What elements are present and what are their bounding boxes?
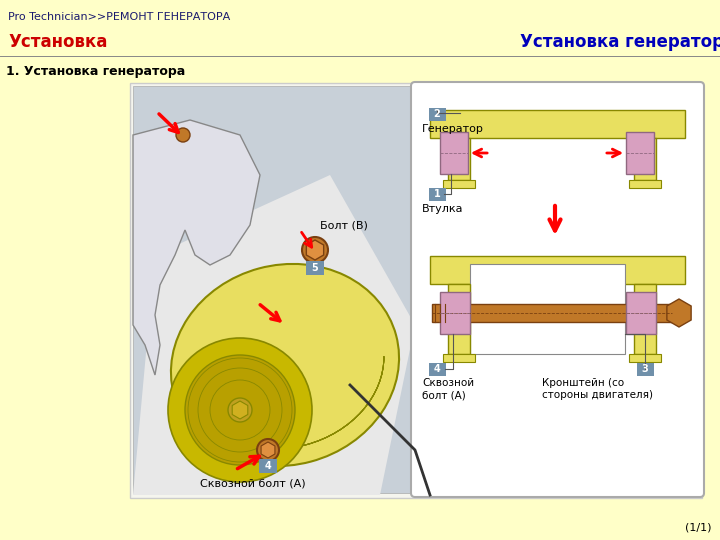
Ellipse shape bbox=[171, 264, 399, 466]
Bar bbox=[470, 264, 625, 354]
Circle shape bbox=[176, 128, 190, 142]
Text: 4: 4 bbox=[265, 461, 271, 471]
Bar bbox=[130, 83, 702, 498]
Text: Установка генератора: Установка генератора bbox=[520, 33, 720, 51]
Circle shape bbox=[257, 439, 279, 461]
Bar bbox=[430, 256, 685, 284]
Bar bbox=[634, 284, 656, 354]
FancyBboxPatch shape bbox=[411, 82, 704, 497]
Text: Втулка: Втулка bbox=[422, 204, 464, 214]
FancyBboxPatch shape bbox=[637, 363, 654, 376]
Bar bbox=[133, 86, 415, 493]
FancyBboxPatch shape bbox=[429, 363, 446, 376]
Bar bbox=[448, 284, 470, 354]
Text: Кронштейн (со
стороны двигателя): Кронштейн (со стороны двигателя) bbox=[542, 378, 653, 400]
Text: (1/1): (1/1) bbox=[685, 523, 712, 533]
Text: 5: 5 bbox=[312, 263, 318, 273]
Bar bbox=[629, 354, 661, 362]
FancyBboxPatch shape bbox=[429, 188, 446, 201]
FancyBboxPatch shape bbox=[429, 108, 446, 121]
Bar bbox=[448, 138, 470, 180]
Text: Сквозной
болт (А): Сквозной болт (А) bbox=[422, 378, 474, 400]
Circle shape bbox=[302, 237, 328, 263]
Text: 4: 4 bbox=[433, 364, 441, 374]
Polygon shape bbox=[133, 120, 260, 375]
FancyBboxPatch shape bbox=[259, 459, 277, 473]
Text: Генератор: Генератор bbox=[422, 124, 484, 134]
Text: Сквозной болт (А): Сквозной болт (А) bbox=[200, 478, 306, 488]
Bar bbox=[440, 292, 470, 334]
Bar bbox=[626, 292, 656, 334]
Text: Болт (B): Болт (B) bbox=[320, 220, 368, 230]
Text: Установка: Установка bbox=[8, 33, 107, 51]
Circle shape bbox=[185, 355, 295, 465]
Text: 1: 1 bbox=[433, 189, 441, 199]
Circle shape bbox=[168, 338, 312, 482]
Bar bbox=[432, 304, 672, 322]
Bar bbox=[629, 180, 661, 188]
Polygon shape bbox=[133, 175, 415, 495]
Bar bbox=[634, 138, 656, 180]
Bar bbox=[440, 132, 468, 174]
Bar bbox=[443, 180, 475, 188]
Text: 1. Установка генератора: 1. Установка генератора bbox=[6, 65, 185, 78]
Circle shape bbox=[228, 398, 252, 422]
Text: Pro Technician>>РЕМОНТ ГЕНЕРАТОРА: Pro Technician>>РЕМОНТ ГЕНЕРАТОРА bbox=[8, 12, 230, 22]
FancyBboxPatch shape bbox=[306, 261, 324, 275]
Bar bbox=[430, 110, 685, 138]
Bar bbox=[626, 132, 654, 174]
Text: 3: 3 bbox=[642, 364, 649, 374]
Text: 2: 2 bbox=[433, 109, 441, 119]
Bar bbox=[443, 354, 475, 362]
